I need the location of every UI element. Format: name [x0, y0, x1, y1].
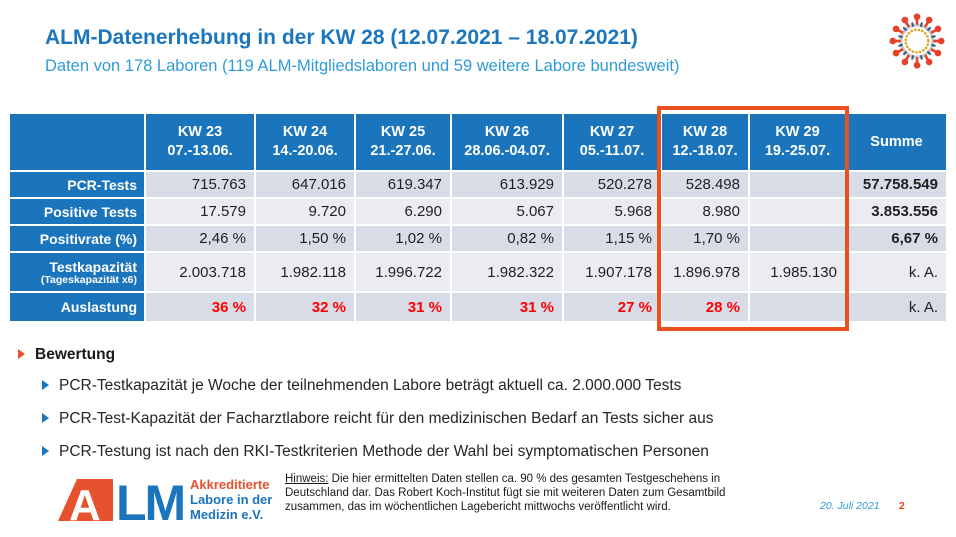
table-cell: 2,46 % [146, 226, 254, 251]
col-header-summe: Summe [847, 114, 946, 170]
table-cell: 36 % [146, 293, 254, 321]
table-cell: 1.907.178 [564, 253, 660, 291]
col-header-kw26: KW 26 28.06.-04.07. [452, 114, 562, 170]
svg-text:A: A [69, 481, 101, 524]
table-cell: 1.896.978 [662, 253, 748, 291]
bewertung-heading: Bewertung [18, 346, 115, 364]
table-cell: 31 % [452, 293, 562, 321]
table-cell: 6.290 [356, 199, 450, 224]
alm-logo: A LM Akkreditierte Labore in der Medizin… [58, 474, 272, 524]
table-cell [750, 226, 845, 251]
page-title: ALM-Datenerhebung in der KW 28 (12.07.20… [45, 26, 638, 49]
table-cell: 1,02 % [356, 226, 450, 251]
table-cell [750, 293, 845, 321]
table-cell: 1.996.722 [356, 253, 450, 291]
table-cell: 27 % [564, 293, 660, 321]
coronavirus-icon [889, 13, 945, 69]
table-cell: 1,50 % [256, 226, 354, 251]
table-cell: 1.982.322 [452, 253, 562, 291]
alm-logo-text: Akkreditierte Labore in der Medizin e.V. [190, 477, 273, 522]
table-cell: 8.980 [662, 199, 748, 224]
table-cell: 528.498 [662, 172, 748, 197]
col-header-kw24: KW 24 14.-20.06. [256, 114, 354, 170]
alm-logo-mark: A LM [58, 475, 184, 524]
table-cell-sum: k. A. [847, 293, 946, 321]
table-corner-cell [10, 114, 144, 170]
bewertung-bullet-3: PCR-Testung ist nach den RKI-Testkriteri… [42, 443, 709, 461]
table-cell: 647.016 [256, 172, 354, 197]
kw-data-table: KW 23 07.-13.06. KW 24 14.-20.06. KW 25 21.… [8, 112, 948, 323]
slide-date: 20. Juli 2021 [820, 500, 880, 512]
table-cell: 619.347 [356, 172, 450, 197]
table-cell: 31 % [356, 293, 450, 321]
triangle-bullet-icon [42, 446, 49, 456]
hinweis-label: Hinweis: [285, 473, 329, 485]
table-row-auslastung: Auslastung 36 % 32 % 31 % 31 % 27 % 28 %… [10, 293, 946, 321]
table-cell: 0,82 % [452, 226, 562, 251]
row-label-positive-tests: Positive Tests [10, 199, 144, 224]
row-label-auslastung: Auslastung [10, 293, 144, 321]
table-cell: 17.579 [146, 199, 254, 224]
table-cell: 2.003.718 [146, 253, 254, 291]
hinweis-note: Hinweis: Die hier ermittelten Daten stel… [285, 472, 747, 514]
table-row-pcr-tests: PCR-Tests 715.763 647.016 619.347 613.92… [10, 172, 946, 197]
table-cell: 1,70 % [662, 226, 748, 251]
table-cell-sum: 57.758.549 [847, 172, 946, 197]
row-label-pcr-tests: PCR-Tests [10, 172, 144, 197]
bewertung-bullet-1: PCR-Testkapazität je Woche der teilnehme… [42, 377, 681, 395]
col-header-kw23: KW 23 07.-13.06. [146, 114, 254, 170]
col-header-kw29: KW 29 19.-25.07. [750, 114, 845, 170]
table-cell: 1.982.118 [256, 253, 354, 291]
page-number: 2 [899, 500, 905, 512]
triangle-bullet-icon [42, 380, 49, 390]
table-cell: 28 % [662, 293, 748, 321]
table-cell: 5.968 [564, 199, 660, 224]
table-cell: 1.985.130 [750, 253, 845, 291]
table-row-testkapazitaet: Testkapazität (Tageskapazität x6) 2.003.… [10, 253, 946, 291]
table-row-positivrate: Positivrate (%) 2,46 % 1,50 % 1,02 % 0,8… [10, 226, 946, 251]
triangle-bullet-icon [18, 349, 25, 359]
svg-text:LM: LM [116, 475, 184, 524]
table-cell-sum: 6,67 % [847, 226, 946, 251]
table-cell: 32 % [256, 293, 354, 321]
table-row-positive-tests: Positive Tests 17.579 9.720 6.290 5.067 … [10, 199, 946, 224]
table-cell: 1,15 % [564, 226, 660, 251]
table-cell: 715.763 [146, 172, 254, 197]
row-label-testkapazitaet: Testkapazität (Tageskapazität x6) [10, 253, 144, 291]
col-header-kw28: KW 28 12.-18.07. [662, 114, 748, 170]
page-subtitle: Daten von 178 Laboren (119 ALM-Mitglieds… [45, 57, 680, 75]
hinweis-text: Die hier ermittelten Daten stellen ca. 9… [285, 473, 726, 513]
data-table-wrapper: KW 23 07.-13.06. KW 24 14.-20.06. KW 25 21.… [8, 112, 948, 323]
table-cell: 5.067 [452, 199, 562, 224]
table-cell: 520.278 [564, 172, 660, 197]
table-cell [750, 172, 845, 197]
table-cell: 613.929 [452, 172, 562, 197]
col-header-kw27: KW 27 05.-11.07. [564, 114, 660, 170]
table-cell [750, 199, 845, 224]
col-header-kw25: KW 25 21.-27.06. [356, 114, 450, 170]
table-cell-sum: 3.853.556 [847, 199, 946, 224]
triangle-bullet-icon [42, 413, 49, 423]
table-cell: 9.720 [256, 199, 354, 224]
table-cell-sum: k. A. [847, 253, 946, 291]
bewertung-bullet-2: PCR-Test-Kapazität der Facharztlabore re… [42, 410, 713, 428]
row-label-positivrate: Positivrate (%) [10, 226, 144, 251]
